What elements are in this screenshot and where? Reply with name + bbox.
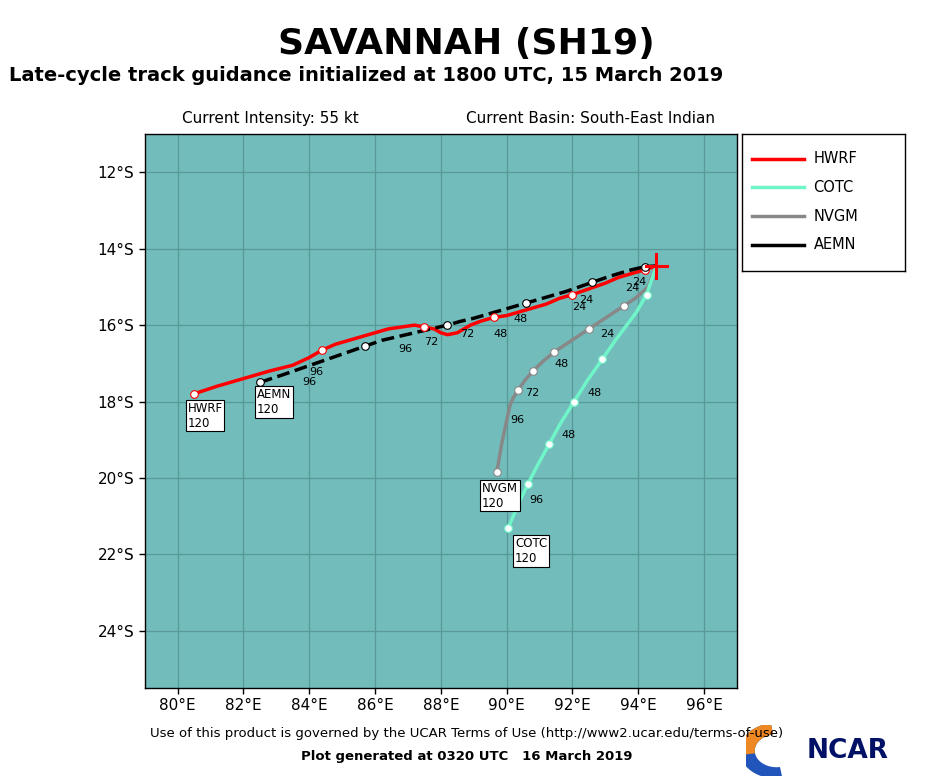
Text: AEMN
120: AEMN 120 [257, 388, 291, 417]
Text: HWRF
120: HWRF 120 [188, 402, 223, 430]
Text: 48: 48 [494, 329, 508, 339]
Text: 72: 72 [425, 337, 439, 346]
Text: NVGM
120: NVGM 120 [482, 482, 518, 509]
Text: 96: 96 [302, 377, 316, 387]
Text: 24: 24 [573, 302, 587, 312]
Text: Late-cycle track guidance initialized at 1800 UTC, 15 March 2019: Late-cycle track guidance initialized at… [9, 66, 724, 85]
Text: 24: 24 [579, 295, 593, 304]
Polygon shape [740, 723, 783, 778]
Text: SAVANNAH (SH19): SAVANNAH (SH19) [278, 27, 655, 62]
Text: 96: 96 [510, 415, 524, 425]
Text: NVGM: NVGM [814, 208, 858, 224]
Text: HWRF: HWRF [814, 151, 857, 166]
Text: 48: 48 [561, 430, 576, 440]
Text: 48: 48 [513, 314, 527, 324]
Text: NCAR: NCAR [807, 738, 889, 764]
Text: 72: 72 [524, 388, 539, 398]
Text: Current Basin: South-East Indian: Current Basin: South-East Indian [466, 111, 716, 126]
Text: 48: 48 [587, 388, 602, 398]
Text: Use of this product is governed by the UCAR Terms of Use (http://www2.ucar.edu/t: Use of this product is governed by the U… [150, 727, 783, 739]
Text: 48: 48 [554, 360, 568, 370]
Text: 96: 96 [398, 344, 412, 354]
Polygon shape [740, 723, 773, 755]
Text: 24: 24 [632, 278, 646, 287]
Text: COTC
120: COTC 120 [515, 537, 547, 565]
Text: 24: 24 [625, 283, 639, 293]
Text: AEMN: AEMN [814, 237, 856, 252]
Text: 96: 96 [309, 367, 324, 378]
Text: 24: 24 [601, 329, 615, 339]
Text: COTC: COTC [814, 180, 854, 195]
Text: 72: 72 [461, 329, 475, 339]
Text: Plot generated at 0320 UTC   16 March 2019: Plot generated at 0320 UTC 16 March 2019 [300, 750, 633, 763]
Text: 96: 96 [530, 495, 544, 505]
Text: Current Intensity: 55 kt: Current Intensity: 55 kt [182, 111, 358, 126]
